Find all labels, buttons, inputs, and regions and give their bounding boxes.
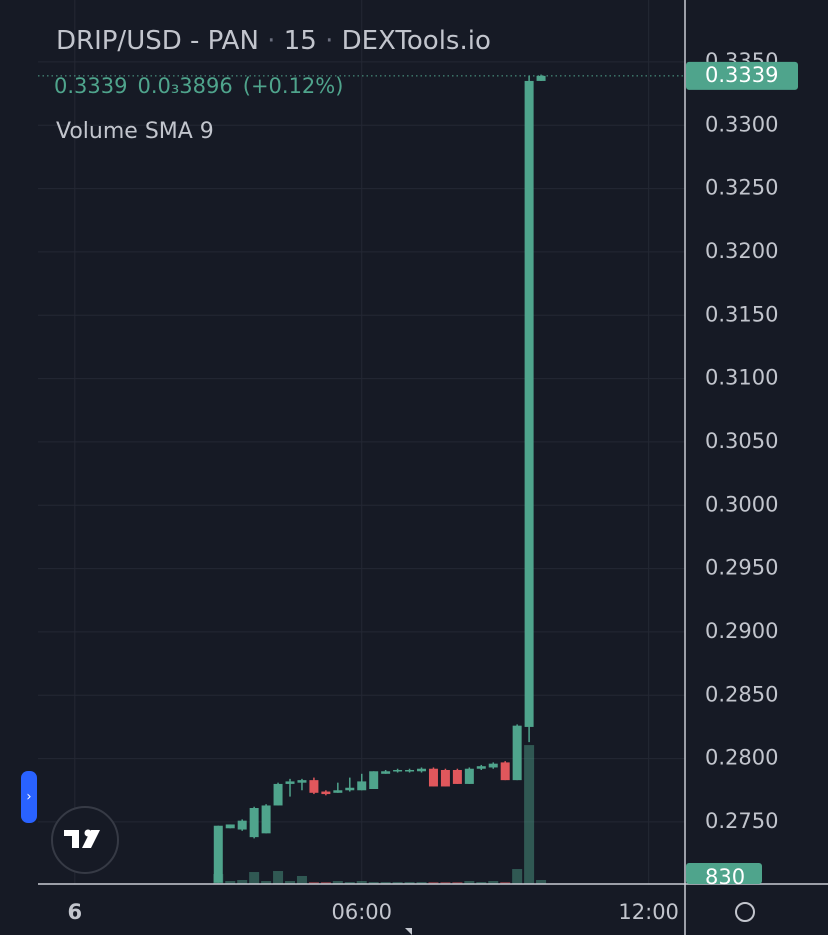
candle-body bbox=[393, 770, 403, 772]
volume-bar bbox=[380, 882, 391, 884]
side-toggle[interactable] bbox=[21, 771, 37, 823]
toggle-icon: › bbox=[26, 790, 31, 805]
volume-bar bbox=[273, 871, 284, 884]
volume-bar bbox=[500, 882, 511, 884]
y-tick-label: 0.2900 bbox=[705, 619, 778, 643]
volume-bar bbox=[296, 875, 307, 884]
volume-bar bbox=[428, 882, 439, 884]
volume-bar bbox=[225, 881, 236, 884]
candle-body bbox=[464, 768, 474, 784]
last-price: 0.3339 bbox=[54, 74, 127, 98]
x-tick-label: 6 bbox=[68, 900, 83, 924]
logo-dot bbox=[84, 829, 92, 837]
candle-body bbox=[333, 790, 343, 793]
volume-bar bbox=[249, 872, 260, 884]
candle-body bbox=[452, 770, 462, 784]
candle-body bbox=[261, 805, 271, 834]
interval: 15 bbox=[284, 26, 317, 56]
candle-body bbox=[512, 725, 522, 781]
candle-body bbox=[381, 771, 391, 774]
header: DRIP/USD - PAN · 15 · DEXTools.io bbox=[56, 26, 491, 56]
candle-body bbox=[213, 825, 223, 883]
candle-body bbox=[309, 780, 319, 793]
candle-body bbox=[285, 781, 295, 784]
volume-bar bbox=[356, 881, 367, 884]
volume-bar bbox=[512, 869, 523, 884]
x-tick-label: 12:00 bbox=[618, 900, 679, 924]
volume-bar bbox=[320, 882, 331, 884]
y-tick-label: 0.3100 bbox=[705, 366, 778, 390]
volume-tag-label: 830 bbox=[705, 865, 745, 889]
volume-bar bbox=[416, 882, 427, 884]
volume-bar bbox=[524, 745, 535, 884]
candle-body bbox=[321, 791, 331, 795]
symbol: DRIP/USD - PAN bbox=[56, 26, 259, 56]
y-tick-label: 0.2800 bbox=[705, 746, 778, 770]
ohlc-line: 0.3339 0.0₃3896 (+0.12%) bbox=[54, 74, 343, 98]
candle-body bbox=[500, 762, 510, 781]
candle-body bbox=[225, 824, 235, 829]
candle-body bbox=[249, 808, 259, 838]
volume-bar bbox=[308, 882, 319, 884]
y-tick-label: 0.3250 bbox=[705, 176, 778, 200]
volume-bar bbox=[476, 882, 487, 884]
candle-body bbox=[405, 770, 415, 772]
volume-tag bbox=[686, 863, 762, 884]
candle-body bbox=[488, 763, 498, 768]
candle-body bbox=[273, 783, 283, 806]
price-tag-label: 0.3339 bbox=[705, 63, 778, 87]
volume-bar bbox=[237, 879, 248, 884]
source: DEXTools.io bbox=[342, 26, 491, 56]
y-tick-label: 0.3150 bbox=[705, 302, 778, 326]
volume-bar bbox=[452, 882, 463, 884]
candle-body bbox=[357, 781, 367, 791]
settings[interactable] bbox=[735, 902, 755, 922]
change-pct: (+0.12%) bbox=[243, 74, 344, 98]
volume-bar bbox=[368, 882, 379, 884]
y-tick-label: 0.2750 bbox=[705, 809, 778, 833]
volume-bar bbox=[285, 881, 296, 884]
candle-body bbox=[237, 820, 247, 830]
y-tick-label: 0.2850 bbox=[705, 682, 778, 706]
logo[interactable] bbox=[51, 806, 119, 874]
volume-bar bbox=[464, 881, 475, 884]
volume-bar bbox=[536, 879, 547, 884]
volume-bar bbox=[440, 882, 451, 884]
y-tick-label: 0.2950 bbox=[705, 556, 778, 580]
candle-body bbox=[417, 768, 427, 772]
candle-body bbox=[524, 80, 534, 727]
y-tick-label: 0.3300 bbox=[705, 112, 778, 136]
candle-body bbox=[297, 780, 307, 783]
candle-body bbox=[536, 75, 546, 81]
y-tick-label: 0.3000 bbox=[705, 492, 778, 516]
y-tick-label: 0.3050 bbox=[705, 429, 778, 453]
candle-body bbox=[345, 787, 355, 791]
volume-bar bbox=[261, 881, 272, 884]
y-tick-label: 0.3200 bbox=[705, 239, 778, 263]
change: 0.0₃3896 bbox=[137, 74, 232, 98]
scroll-marker bbox=[405, 928, 412, 935]
volume-bar bbox=[392, 882, 403, 884]
price-tag bbox=[686, 61, 798, 90]
volume-bar bbox=[344, 882, 355, 884]
candle-body bbox=[369, 771, 379, 789]
candle-body bbox=[440, 770, 450, 787]
indicator: Volume SMA 9 bbox=[56, 119, 214, 144]
volume-bar bbox=[488, 881, 499, 884]
x-tick-label: 06:00 bbox=[331, 900, 392, 924]
candle-body bbox=[476, 766, 486, 769]
volume-bar bbox=[404, 882, 415, 884]
volume-bar bbox=[332, 881, 343, 884]
candle-body bbox=[428, 768, 438, 787]
